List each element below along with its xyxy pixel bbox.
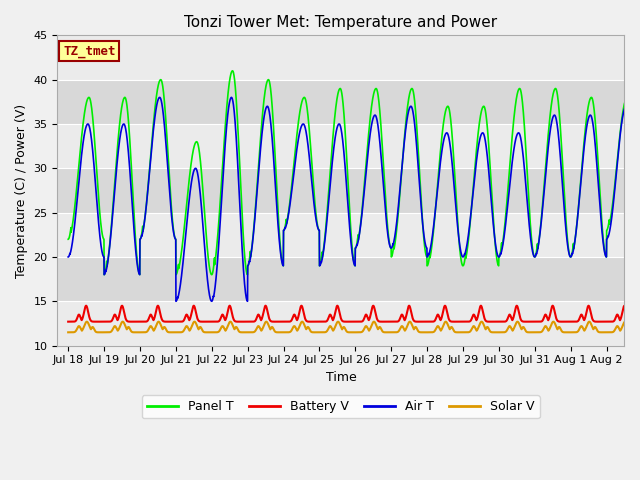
Panel T	[610, 191, 618, 196]
Air T	[208, 299, 216, 304]
Bar	[58, 213, 625, 257]
Air T	[156, 95, 163, 100]
Air T	[550, 112, 558, 118]
Panel T	[208, 272, 216, 277]
Battery V	[621, 303, 628, 309]
Panel T	[302, 98, 310, 104]
Battery V	[610, 318, 618, 324]
Solar V	[603, 329, 611, 335]
Legend: Panel T, Battery V, Air T, Solar V: Panel T, Battery V, Air T, Solar V	[142, 396, 540, 418]
Air T	[621, 106, 628, 112]
Line: Battery V: Battery V	[68, 306, 625, 322]
Air T	[65, 254, 72, 260]
Air T	[278, 259, 285, 264]
Panel T	[621, 101, 628, 107]
Bar	[58, 80, 625, 124]
Panel T	[161, 101, 168, 107]
Bar	[58, 168, 625, 213]
Line: Panel T: Panel T	[68, 71, 625, 275]
Panel T	[228, 68, 236, 73]
Battery V	[550, 305, 557, 311]
Solar V	[334, 319, 342, 324]
Air T	[302, 128, 310, 134]
X-axis label: Time: Time	[326, 371, 356, 384]
Solar V	[128, 329, 136, 335]
Solar V	[161, 324, 168, 330]
Air T	[128, 192, 136, 198]
Battery V	[161, 319, 169, 324]
Solar V	[278, 329, 285, 335]
Battery V	[99, 319, 107, 324]
Line: Solar V: Solar V	[68, 322, 625, 332]
Air T	[161, 127, 169, 132]
Bar	[58, 257, 625, 301]
Battery V	[128, 319, 136, 324]
Battery V	[278, 319, 285, 324]
Line: Air T: Air T	[68, 97, 625, 301]
Bar	[58, 301, 625, 346]
Y-axis label: Temperature (C) / Power (V): Temperature (C) / Power (V)	[15, 103, 28, 277]
Solar V	[621, 319, 628, 325]
Solar V	[550, 319, 557, 324]
Panel T	[65, 236, 72, 242]
Panel T	[550, 88, 558, 94]
Battery V	[302, 317, 310, 323]
Air T	[610, 196, 618, 202]
Battery V	[65, 319, 72, 324]
Title: Tonzi Tower Met: Temperature and Power: Tonzi Tower Met: Temperature and Power	[184, 15, 497, 30]
Panel T	[278, 257, 285, 263]
Solar V	[610, 328, 618, 334]
Solar V	[65, 329, 72, 335]
Solar V	[301, 325, 309, 331]
Bar	[58, 124, 625, 168]
Text: TZ_tmet: TZ_tmet	[63, 45, 116, 58]
Panel T	[128, 168, 136, 174]
Bar	[58, 36, 625, 80]
